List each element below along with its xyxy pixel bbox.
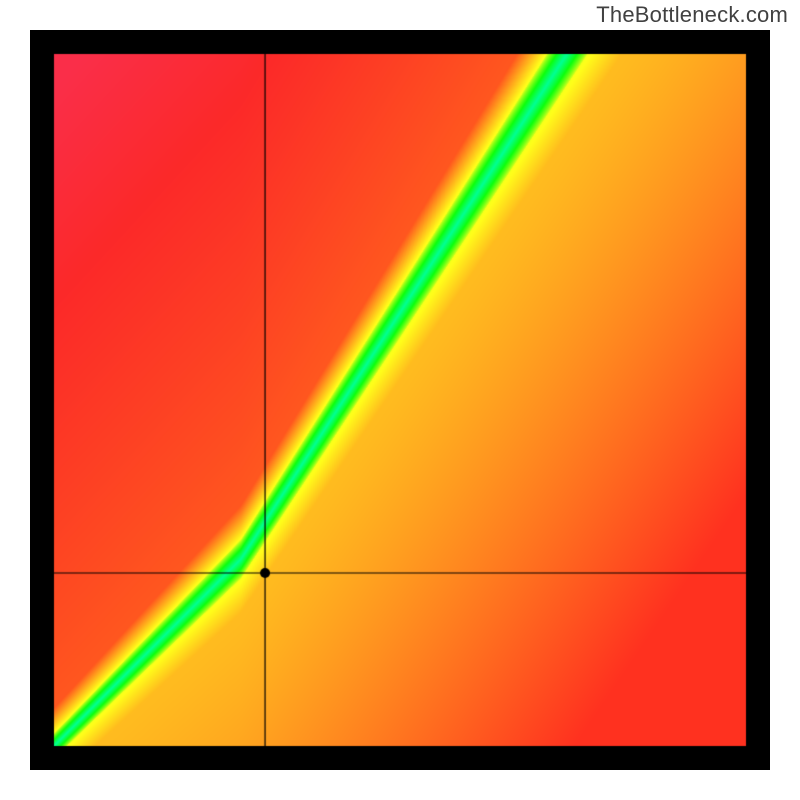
bottleneck-heatmap (30, 30, 770, 770)
chart-frame (30, 30, 770, 770)
watermark-text: TheBottleneck.com (596, 2, 788, 28)
